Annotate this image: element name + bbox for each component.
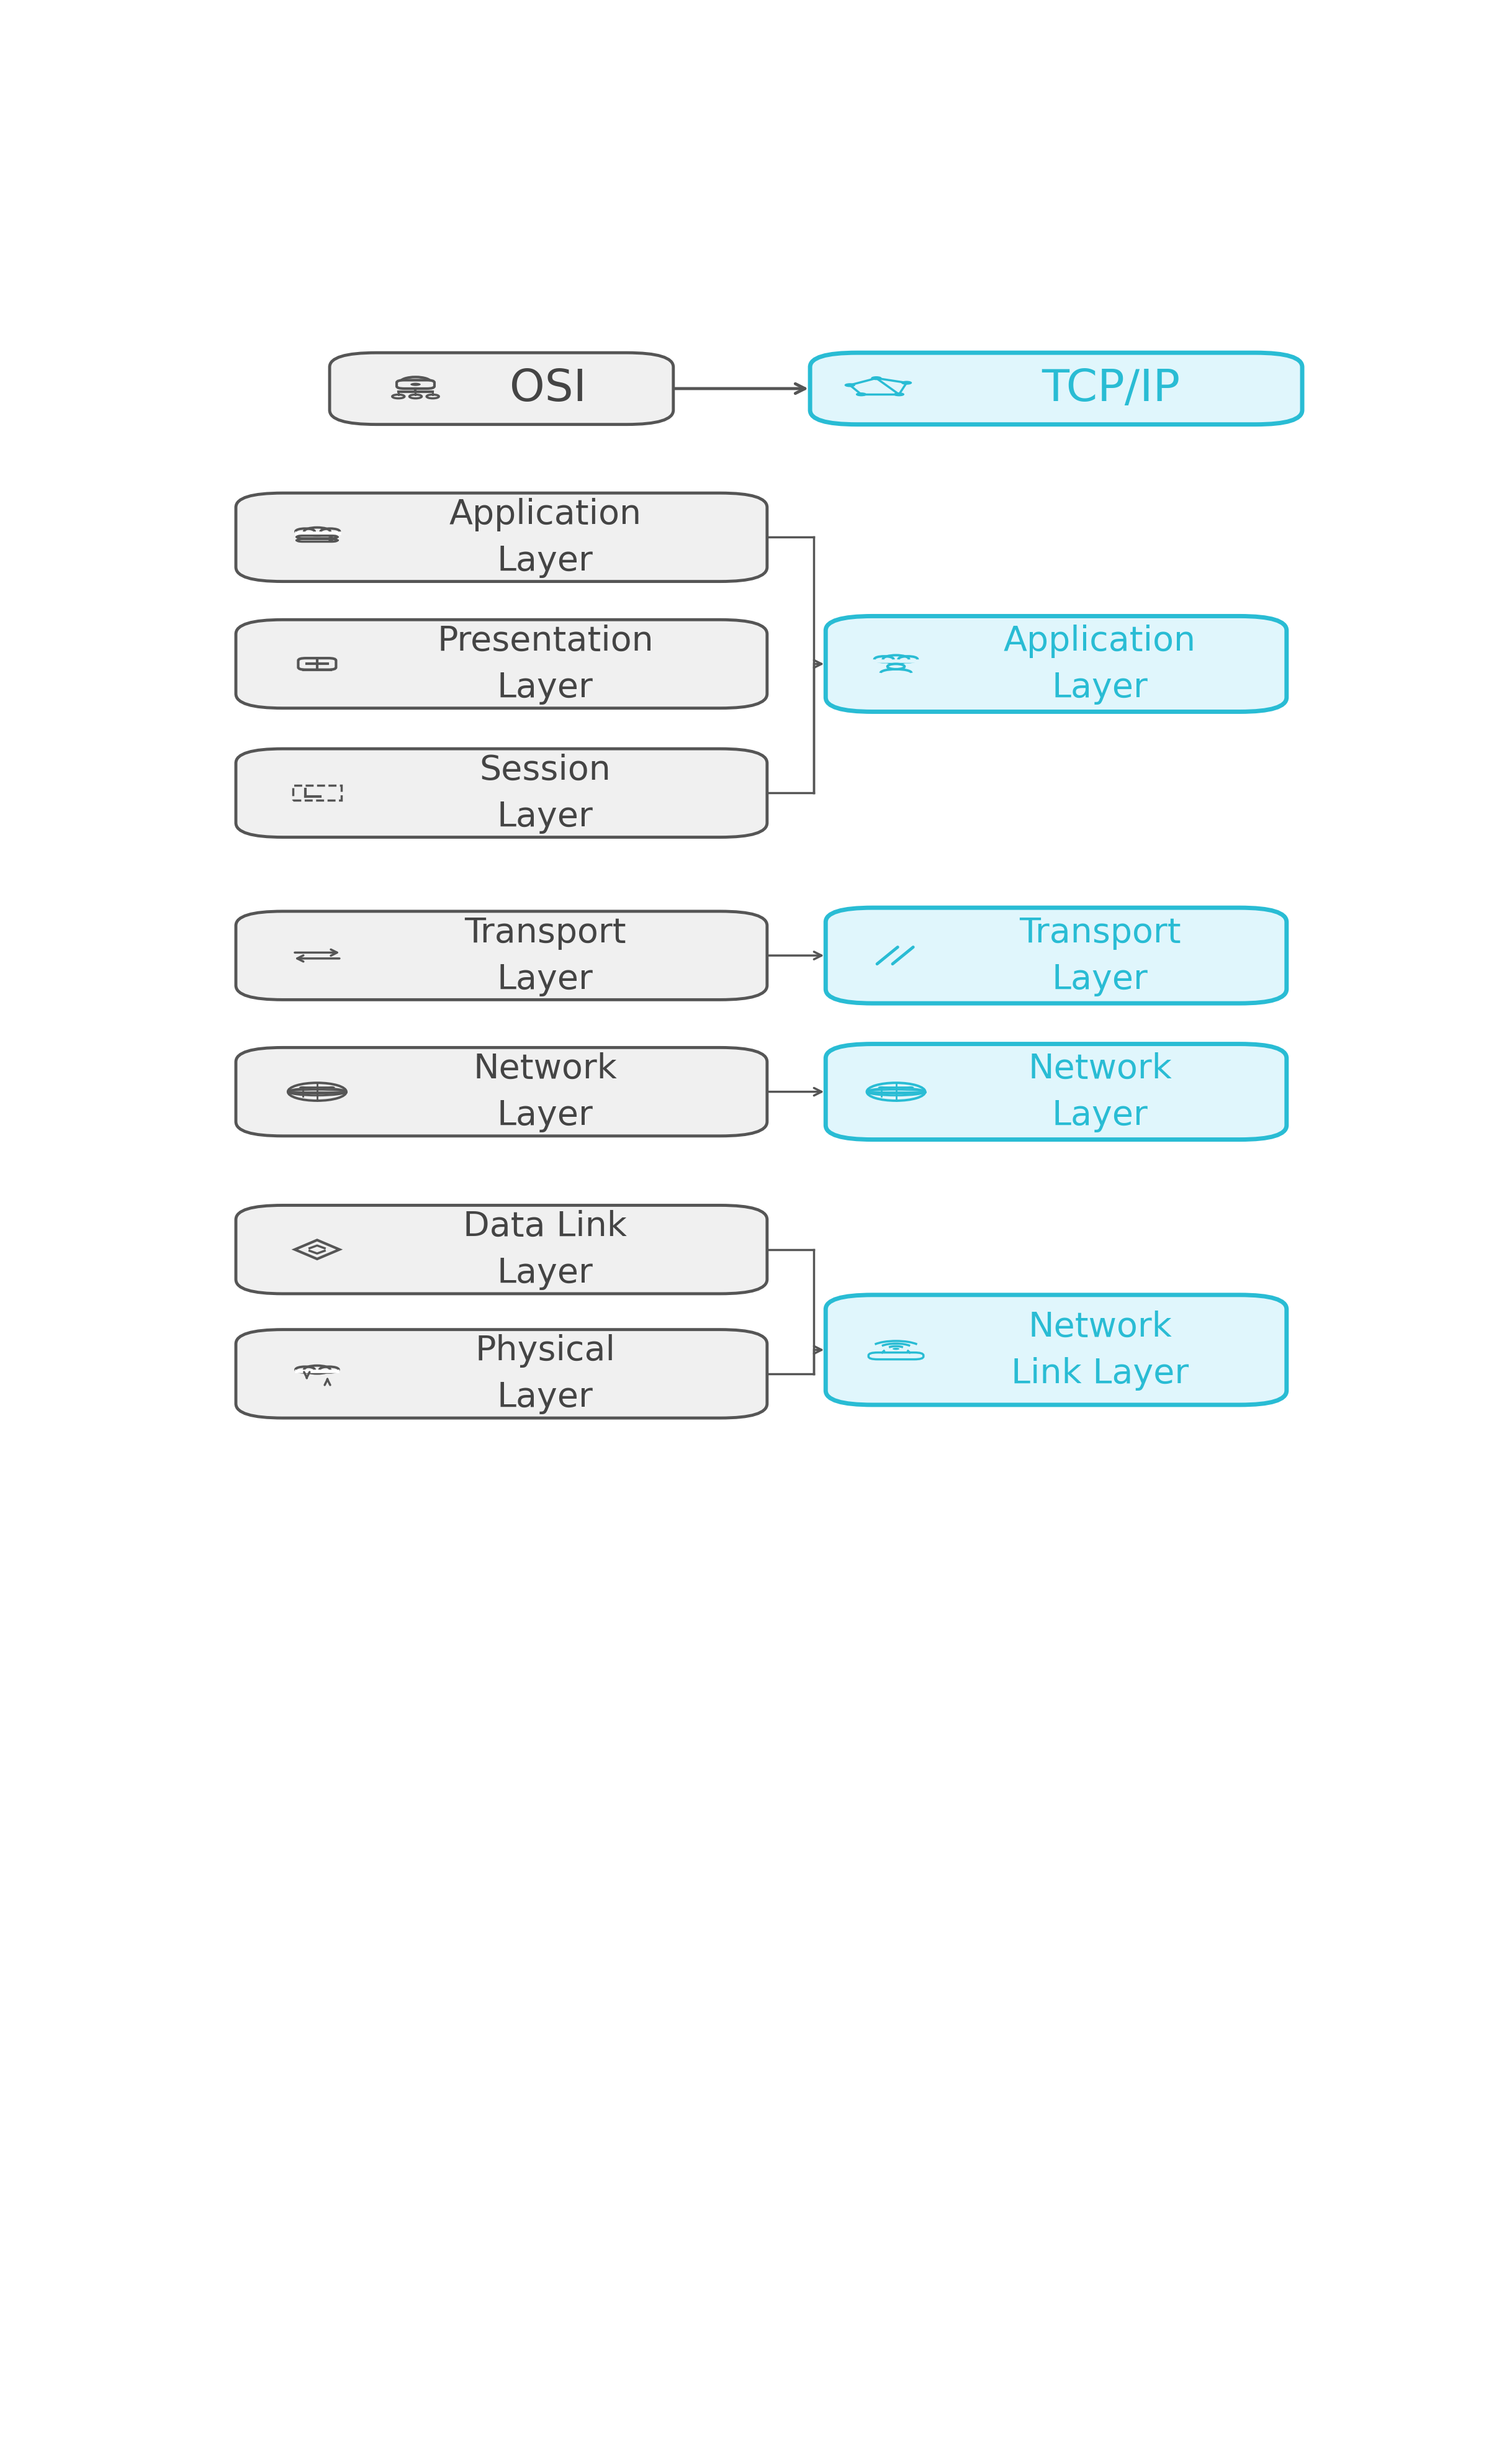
Text: Network
Layer: Network Layer <box>473 1052 617 1132</box>
Circle shape <box>845 384 854 386</box>
FancyBboxPatch shape <box>826 1296 1287 1404</box>
Text: Application
Layer: Application Layer <box>449 497 641 577</box>
Circle shape <box>871 377 881 379</box>
Text: Transport
Layer: Transport Layer <box>1019 915 1181 996</box>
FancyBboxPatch shape <box>236 1047 767 1137</box>
Text: Data Link
Layer: Data Link Layer <box>463 1211 627 1289</box>
Circle shape <box>894 394 904 396</box>
FancyBboxPatch shape <box>826 907 1287 1003</box>
Text: OSI: OSI <box>510 367 587 411</box>
Text: Network
Layer: Network Layer <box>1028 1052 1172 1132</box>
FancyBboxPatch shape <box>810 352 1302 426</box>
FancyBboxPatch shape <box>236 1206 767 1294</box>
FancyBboxPatch shape <box>330 352 673 426</box>
Text: Presentation
Layer: Presentation Layer <box>437 624 653 704</box>
FancyBboxPatch shape <box>236 621 767 709</box>
Text: Application
Layer: Application Layer <box>1004 624 1196 704</box>
Circle shape <box>856 394 866 396</box>
FancyBboxPatch shape <box>236 1331 767 1419</box>
FancyBboxPatch shape <box>826 1044 1287 1140</box>
Text: Physical
Layer: Physical Layer <box>475 1333 615 1414</box>
Text: Session
Layer: Session Layer <box>479 753 611 834</box>
FancyBboxPatch shape <box>396 382 434 389</box>
FancyBboxPatch shape <box>236 912 767 1000</box>
Text: TCP/IP: TCP/IP <box>1042 367 1179 411</box>
Circle shape <box>410 384 420 386</box>
Text: Network
Link Layer: Network Link Layer <box>1012 1311 1188 1389</box>
FancyBboxPatch shape <box>236 748 767 837</box>
Circle shape <box>901 382 912 384</box>
FancyBboxPatch shape <box>236 494 767 582</box>
FancyBboxPatch shape <box>826 616 1287 712</box>
Text: Transport
Layer: Transport Layer <box>464 915 626 996</box>
